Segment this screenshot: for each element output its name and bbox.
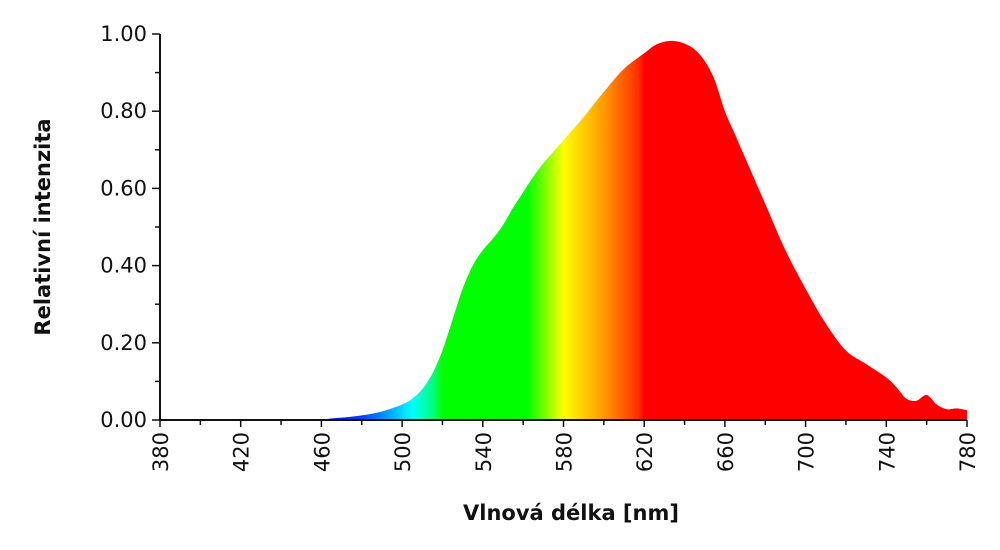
plot-area xyxy=(160,40,967,421)
y-tick-label: 0.60 xyxy=(100,176,147,200)
x-tick-label: 700 xyxy=(795,432,819,472)
y-ticks: 0.00 0.20 0.40 0.60 0.80 1.00 xyxy=(100,22,160,432)
x-axis-title: Vlnová délka [nm] xyxy=(463,501,679,525)
x-tick-label: 460 xyxy=(310,432,334,472)
x-ticks: 380 420 460 500 540 580 620 660 700 740 780 xyxy=(149,420,980,472)
x-tick-label: 500 xyxy=(391,432,415,472)
x-tick-label: 540 xyxy=(472,432,496,472)
x-tick-label: 420 xyxy=(230,432,254,472)
spectrum-area xyxy=(160,40,967,421)
x-tick-label: 740 xyxy=(875,432,899,472)
y-axis-title: Relativní intenzita xyxy=(31,118,55,335)
x-tick-label: 380 xyxy=(149,432,173,472)
x-tick-label: 780 xyxy=(956,432,980,472)
y-tick-label: 0.00 xyxy=(100,408,147,432)
y-tick-label: 0.80 xyxy=(100,99,147,123)
x-tick-label: 580 xyxy=(553,432,577,472)
x-tick-label: 660 xyxy=(714,432,738,472)
y-tick-label: 1.00 xyxy=(100,22,147,46)
y-tick-label: 0.20 xyxy=(100,331,147,355)
y-tick-label: 0.40 xyxy=(100,254,147,278)
x-tick-label: 620 xyxy=(633,432,657,472)
